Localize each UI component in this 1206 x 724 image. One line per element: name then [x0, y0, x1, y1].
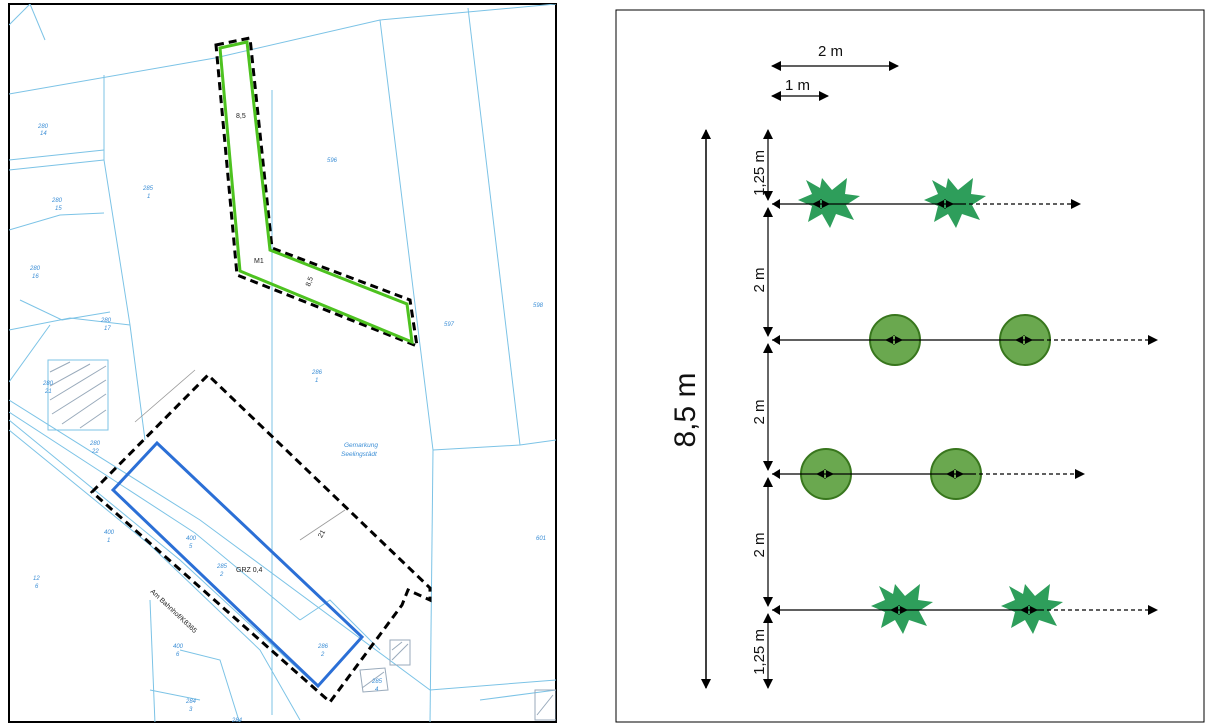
dimension-label-21: 21 — [317, 529, 327, 539]
parcel-number: 285 — [371, 679, 383, 685]
parcel-boundaries — [9, 4, 556, 722]
compensation-area-m1-dashed — [214, 36, 419, 349]
parcel-number: 601 — [536, 536, 546, 542]
parcel-subnumber: 6 — [176, 652, 180, 658]
parcel-number: 280 — [51, 198, 63, 204]
parcel-subnumber: 2 — [320, 652, 325, 658]
parcel-subnumber: 1 — [107, 538, 110, 544]
construction-area-outline — [89, 372, 432, 705]
shrub-icon — [798, 178, 860, 228]
parcel-number: 280 — [37, 124, 49, 130]
dim-2m-label: 2 m — [818, 43, 843, 60]
building-hatch — [47, 359, 109, 431]
parcel-number: 596 — [327, 158, 338, 164]
parcel-number: 598 — [533, 303, 544, 309]
parcel-number: 400 — [104, 530, 115, 536]
parcel-subnumber: 17 — [104, 326, 111, 332]
parcel-subnumber: 1 — [315, 378, 318, 384]
parcel-subnumber: 21 — [44, 389, 52, 395]
parcel-subnumber: 1 — [147, 194, 150, 200]
parcel-labels: 280 14 280 15 280 16 280 17 280 21 280 2… — [29, 124, 546, 724]
gemarkung-label: Gemarkung — [344, 442, 378, 449]
parcel-number: 285 — [142, 186, 154, 192]
total-height-label: 8,5 m — [669, 372, 702, 447]
row-spacing-2-label: 2 m — [751, 399, 768, 424]
planting-scheme: 2 m 1 m 8,5 m 1,25 m 2 m 2 m 2 m 1,25 m — [615, 9, 1205, 723]
parcel-subnumber: 16 — [32, 274, 39, 280]
row-spacing-3-label: 2 m — [751, 532, 768, 557]
parcel-number: 400 — [186, 536, 197, 542]
edge-spacing-top-label: 1,25 m — [751, 150, 768, 196]
parcel-number: 286 — [317, 644, 329, 650]
strip-width-label: 8,5 — [236, 113, 246, 120]
edge-spacing-bottom-label: 1,25 m — [751, 629, 768, 675]
parcel-number: 285 — [216, 564, 228, 570]
area-label-m1: M1 — [254, 258, 264, 265]
parcel-subnumber: 4 — [375, 687, 379, 693]
parcel-number: 597 — [444, 322, 455, 328]
map-frame — [8, 3, 557, 723]
parcel-number: 280 — [100, 318, 112, 324]
parcel-number: 286 — [311, 370, 323, 376]
parcel-number: 280 — [29, 266, 41, 272]
parcel-number: 12 — [33, 576, 40, 582]
planting-row-3 — [772, 448, 1085, 500]
parcel-number: 280 — [89, 441, 101, 447]
planting-row-4 — [772, 584, 1158, 634]
parcel-subnumber: 15 — [55, 206, 62, 212]
planting-row-2 — [772, 314, 1158, 366]
parcel-number: 400 — [173, 644, 184, 650]
strip-width-label-2: 8,5 — [305, 276, 315, 288]
row-spacing-1-label: 2 m — [751, 267, 768, 292]
parcel-subnumber: 22 — [91, 449, 99, 455]
parcel-subnumber: 14 — [40, 131, 47, 137]
parcel-subnumber: 6 — [35, 584, 39, 590]
grz-label: GRZ 0,4 — [236, 567, 263, 574]
parcel-number: 280 — [42, 381, 54, 387]
gemarkung-name: Seelingstädt — [341, 451, 378, 458]
compensation-area-m1 — [218, 40, 414, 345]
cadastral-map: 280 14 280 15 280 16 280 17 280 21 280 2… — [8, 3, 557, 724]
parcel-subnumber: 5 — [189, 544, 193, 550]
building-window — [110, 440, 365, 689]
parcel-number: 284 — [185, 699, 197, 705]
dim-1m-label: 1 m — [785, 77, 810, 94]
parcel-subnumber: 2 — [219, 572, 224, 578]
shrub-icon — [924, 178, 986, 228]
planting-row-1 — [772, 178, 1081, 228]
parcel-subnumber: 3 — [189, 707, 193, 713]
parcel-number: 284 — [231, 718, 243, 724]
